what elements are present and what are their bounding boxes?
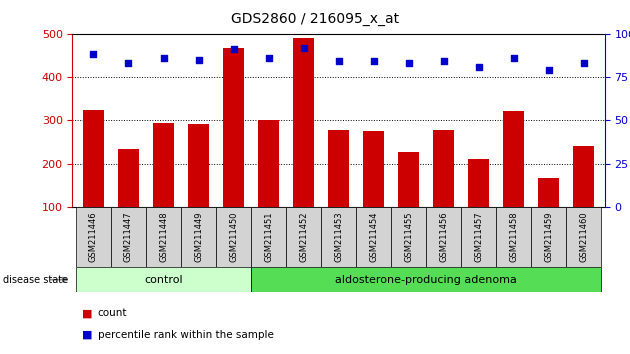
Text: GSM211452: GSM211452 — [299, 212, 308, 262]
Bar — [468, 159, 490, 207]
FancyBboxPatch shape — [76, 207, 111, 267]
Point — [88, 52, 98, 57]
Text: GSM211451: GSM211451 — [264, 212, 273, 262]
Text: GSM211449: GSM211449 — [194, 212, 203, 262]
Bar — [293, 38, 314, 207]
FancyBboxPatch shape — [391, 207, 426, 267]
FancyBboxPatch shape — [461, 207, 496, 267]
Point — [193, 57, 203, 62]
Bar — [573, 147, 594, 207]
FancyBboxPatch shape — [286, 207, 321, 267]
Text: count: count — [98, 308, 127, 318]
Bar — [188, 124, 209, 207]
FancyBboxPatch shape — [531, 207, 566, 267]
Point — [544, 67, 554, 73]
Point — [159, 55, 169, 61]
Point — [229, 46, 239, 52]
Text: GSM211455: GSM211455 — [404, 212, 413, 262]
Bar — [223, 47, 244, 207]
FancyBboxPatch shape — [216, 207, 251, 267]
Text: GSM211456: GSM211456 — [439, 212, 448, 263]
Point — [369, 58, 379, 64]
Bar — [433, 130, 454, 207]
FancyBboxPatch shape — [321, 207, 356, 267]
Text: aldosterone-producing adenoma: aldosterone-producing adenoma — [335, 275, 517, 285]
Bar — [153, 122, 174, 207]
Text: GSM211453: GSM211453 — [334, 212, 343, 263]
Point — [333, 58, 343, 64]
Point — [508, 55, 518, 61]
FancyBboxPatch shape — [566, 207, 601, 267]
Text: percentile rank within the sample: percentile rank within the sample — [98, 330, 273, 339]
Text: GSM211458: GSM211458 — [509, 212, 518, 263]
FancyBboxPatch shape — [76, 267, 251, 292]
Point — [299, 45, 309, 50]
FancyBboxPatch shape — [181, 207, 216, 267]
Text: ■: ■ — [82, 330, 93, 339]
Point — [438, 58, 449, 64]
Bar — [83, 109, 104, 207]
FancyBboxPatch shape — [251, 267, 601, 292]
Bar — [258, 120, 279, 207]
Text: control: control — [144, 275, 183, 285]
FancyBboxPatch shape — [111, 207, 146, 267]
Bar — [328, 130, 349, 207]
Text: GSM211446: GSM211446 — [89, 212, 98, 263]
Text: GSM211460: GSM211460 — [580, 212, 588, 263]
Text: GSM211457: GSM211457 — [474, 212, 483, 263]
Point — [263, 55, 273, 61]
Text: GSM211447: GSM211447 — [124, 212, 133, 263]
Bar — [363, 131, 384, 207]
Point — [123, 60, 134, 66]
Text: GSM211454: GSM211454 — [369, 212, 378, 262]
Text: disease state: disease state — [3, 275, 68, 285]
Text: ■: ■ — [82, 308, 93, 318]
FancyBboxPatch shape — [146, 207, 181, 267]
Text: GDS2860 / 216095_x_at: GDS2860 / 216095_x_at — [231, 12, 399, 27]
FancyBboxPatch shape — [251, 207, 286, 267]
FancyBboxPatch shape — [426, 207, 461, 267]
Point — [579, 60, 589, 66]
Point — [404, 60, 414, 66]
Bar — [538, 178, 559, 207]
Bar — [398, 152, 419, 207]
Text: GSM211450: GSM211450 — [229, 212, 238, 262]
Text: GSM211459: GSM211459 — [544, 212, 553, 262]
Point — [474, 64, 484, 69]
Bar — [118, 149, 139, 207]
Text: GSM211448: GSM211448 — [159, 212, 168, 263]
Bar — [503, 111, 524, 207]
FancyBboxPatch shape — [356, 207, 391, 267]
FancyBboxPatch shape — [496, 207, 531, 267]
